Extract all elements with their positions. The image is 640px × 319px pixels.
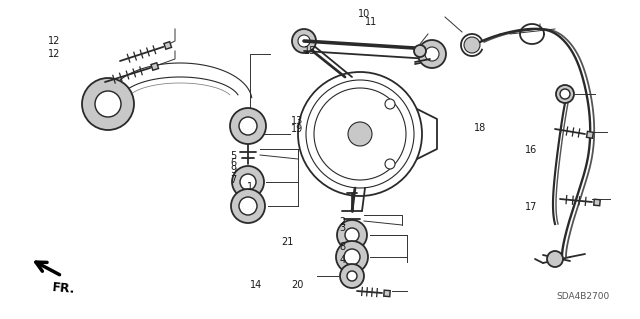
Text: 16: 16	[525, 145, 537, 155]
Circle shape	[298, 72, 422, 196]
Text: FR.: FR.	[52, 281, 76, 296]
Text: 4: 4	[339, 255, 346, 265]
Circle shape	[231, 189, 265, 223]
Polygon shape	[164, 42, 172, 49]
Circle shape	[239, 197, 257, 215]
Text: SDA4B2700: SDA4B2700	[557, 292, 610, 301]
Circle shape	[348, 122, 372, 146]
Circle shape	[385, 159, 395, 169]
Text: 14: 14	[250, 279, 262, 290]
Circle shape	[560, 89, 570, 99]
Circle shape	[292, 29, 316, 53]
Text: 10: 10	[358, 9, 371, 19]
Text: 12: 12	[49, 36, 61, 47]
Circle shape	[336, 241, 368, 273]
Circle shape	[425, 47, 439, 61]
Circle shape	[385, 99, 395, 109]
Circle shape	[347, 271, 357, 281]
Text: 7: 7	[230, 175, 237, 185]
Circle shape	[337, 220, 367, 250]
Circle shape	[340, 264, 364, 288]
Text: 2: 2	[339, 217, 346, 227]
Polygon shape	[384, 290, 390, 297]
Text: 9: 9	[230, 165, 237, 175]
Text: 1: 1	[246, 182, 253, 192]
Circle shape	[82, 78, 134, 130]
Circle shape	[239, 117, 257, 135]
Circle shape	[232, 166, 264, 198]
Text: 11: 11	[365, 17, 377, 27]
Circle shape	[414, 45, 426, 57]
Text: 15: 15	[305, 46, 317, 56]
Text: 18: 18	[474, 122, 486, 133]
Text: 17: 17	[525, 202, 537, 212]
Circle shape	[464, 37, 480, 53]
Circle shape	[344, 249, 360, 265]
Polygon shape	[586, 131, 593, 138]
Text: 3: 3	[339, 223, 346, 233]
Circle shape	[298, 35, 310, 47]
Circle shape	[240, 174, 256, 190]
Circle shape	[230, 108, 266, 144]
Text: 21: 21	[282, 237, 294, 247]
Text: 6: 6	[230, 158, 237, 168]
Text: 5: 5	[230, 151, 237, 161]
Circle shape	[556, 85, 574, 103]
Text: 12: 12	[49, 49, 61, 59]
Text: 8: 8	[339, 242, 346, 252]
Text: 19: 19	[291, 124, 303, 134]
Polygon shape	[594, 199, 600, 206]
Polygon shape	[151, 63, 159, 70]
Circle shape	[418, 40, 446, 68]
Circle shape	[345, 228, 359, 242]
Text: 20: 20	[291, 279, 303, 290]
Text: 13: 13	[291, 116, 303, 126]
Circle shape	[95, 91, 121, 117]
Circle shape	[547, 251, 563, 267]
